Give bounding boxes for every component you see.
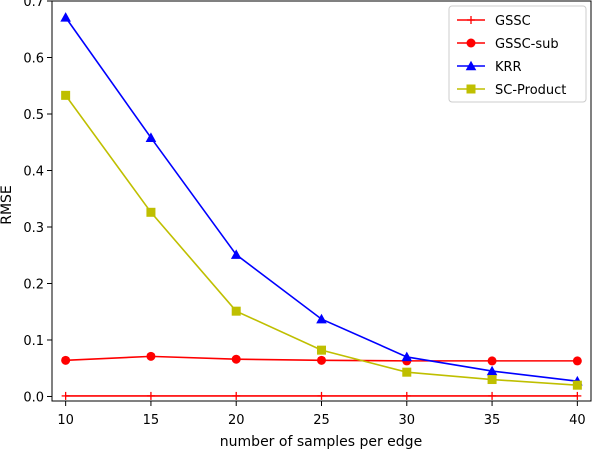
data-point xyxy=(60,12,71,22)
x-tick-label: 35 xyxy=(484,413,501,428)
legend-item: GSSC-sub xyxy=(457,37,559,52)
data-point xyxy=(402,391,411,400)
data-point xyxy=(488,391,497,400)
series-gssc xyxy=(61,391,582,400)
y-tick-label: 0.6 xyxy=(23,51,44,66)
data-point xyxy=(316,313,327,324)
series-gssc-sub xyxy=(61,351,582,366)
series-layer xyxy=(60,12,583,400)
data-point xyxy=(231,306,241,316)
x-tick-label: 20 xyxy=(228,413,245,428)
y-tick-label: 0.3 xyxy=(23,221,44,236)
y-axis-label: RMSE xyxy=(0,185,15,225)
x-axis-label: number of samples per edge xyxy=(220,434,422,450)
y-tick-label: 0.5 xyxy=(23,108,44,123)
legend: GSSC GSSC-sub KRR SC-Product xyxy=(448,5,587,103)
data-point xyxy=(61,90,71,100)
legend-label: SC-Product xyxy=(495,83,566,98)
legend-item: GSSC xyxy=(457,14,531,29)
y-tick-label: 0.0 xyxy=(23,390,44,405)
data-point xyxy=(146,391,155,400)
legend-label: KRR xyxy=(495,60,522,75)
x-tick-label: 40 xyxy=(569,413,586,428)
data-point xyxy=(230,249,242,259)
y-tick-label: 0.1 xyxy=(23,334,44,349)
y-tick-label: 0.4 xyxy=(23,164,44,179)
legend-label: GSSC-sub xyxy=(495,37,559,52)
legend-item: SC-Product xyxy=(457,83,566,98)
data-point xyxy=(145,132,157,142)
legend-swatch-marker xyxy=(465,60,477,71)
data-point xyxy=(146,207,156,217)
x-tick-label: 25 xyxy=(313,413,330,428)
data-point xyxy=(232,391,241,400)
data-point xyxy=(401,351,413,362)
data-point xyxy=(317,391,326,400)
legend-box xyxy=(448,5,587,103)
legend-swatch-marker xyxy=(466,84,476,94)
legend-swatch-marker xyxy=(466,38,476,48)
data-point xyxy=(231,354,241,364)
data-point xyxy=(487,375,497,385)
legend-item: KRR xyxy=(457,60,522,75)
legend-label: GSSC xyxy=(495,14,531,29)
x-tick-label: 30 xyxy=(399,413,416,428)
data-point xyxy=(61,391,70,400)
data-point xyxy=(146,351,156,361)
data-point xyxy=(572,356,582,366)
axis-ticks: 10 15 20 25 30 35 40 0.0 0.1 0.2 0.3 0.4 0.5 0.6 0.7 xyxy=(23,0,585,428)
data-point xyxy=(487,356,497,366)
x-tick-label: 15 xyxy=(143,413,160,428)
data-point xyxy=(573,391,582,400)
data-point xyxy=(317,355,326,365)
data-point xyxy=(317,345,326,355)
series-sc-product xyxy=(61,90,582,390)
legend-swatch-marker xyxy=(467,16,475,24)
data-point xyxy=(486,365,498,376)
data-point xyxy=(61,355,71,365)
y-tick-label: 0.2 xyxy=(23,277,44,292)
x-tick-label: 10 xyxy=(57,413,74,428)
data-point xyxy=(402,367,412,377)
y-tick-label: 0.7 xyxy=(23,0,44,10)
data-point xyxy=(572,380,582,390)
